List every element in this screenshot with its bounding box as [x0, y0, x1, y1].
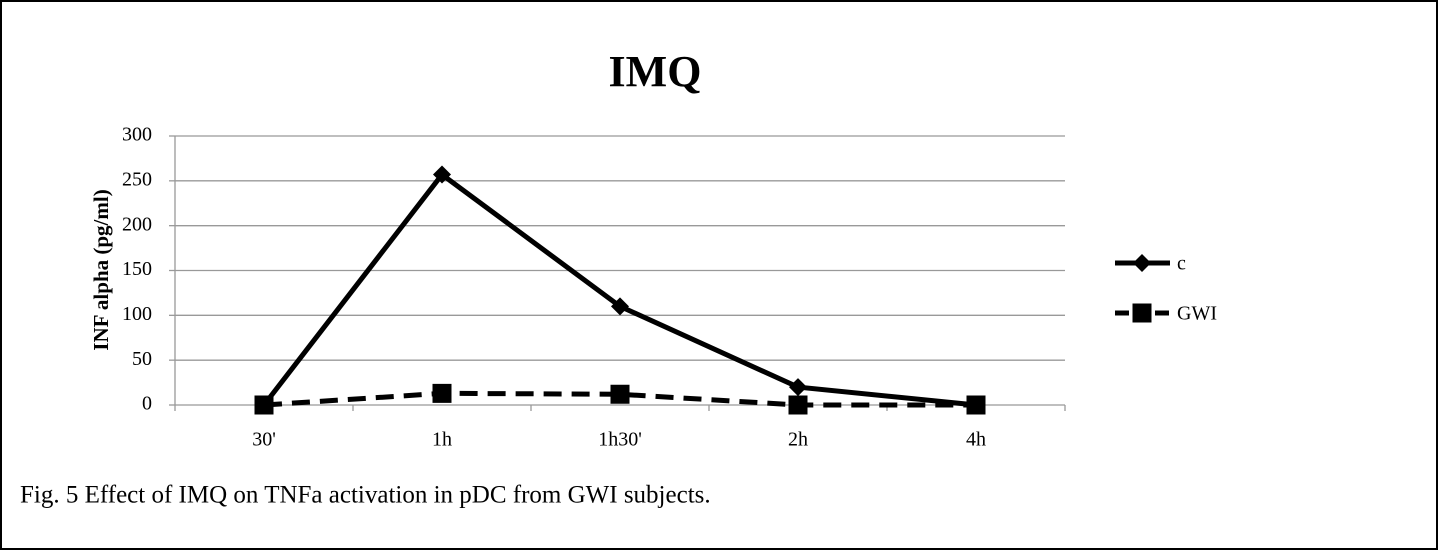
y-tick-label: 50: [132, 348, 152, 370]
y-tick-label: 150: [122, 258, 152, 280]
marker: [254, 395, 274, 415]
marker: [432, 383, 452, 403]
y-tick-label: 200: [122, 213, 152, 235]
caption: Fig. 5 Effect of IMQ on TNFa activation …: [20, 482, 711, 509]
marker: [788, 395, 808, 415]
x-tick-label: 1h: [432, 429, 452, 451]
marker-shape: [1132, 303, 1152, 323]
chart-title: IMQ: [609, 47, 702, 96]
x-tick-label: 1h30': [598, 429, 642, 451]
marker: [433, 165, 451, 184]
y-axis-label: INF alpha (pg/ml): [89, 189, 113, 350]
marker-shape: [254, 395, 274, 415]
y-tick-label: 250: [122, 168, 152, 190]
marker: [789, 378, 807, 397]
y-tick-label: 100: [122, 303, 152, 325]
series-line: [263, 390, 976, 408]
legend-label: GWI: [1177, 303, 1217, 325]
marker-shape: [788, 395, 808, 415]
x-tick-label: 2h: [788, 429, 808, 451]
x-tick-label: 4h: [966, 429, 986, 451]
x-tick-label: 30': [252, 429, 276, 451]
legend-label: c: [1177, 253, 1186, 275]
y-tick-label: 0: [142, 393, 152, 415]
marker-shape: [432, 383, 452, 403]
marker-shape: [610, 384, 630, 404]
marker: [610, 384, 630, 404]
marker: [1132, 303, 1152, 323]
y-tick-label: 300: [122, 124, 152, 146]
marker-shape: [966, 395, 986, 415]
marker: [966, 395, 986, 415]
marker: [1133, 254, 1151, 272]
marker: [611, 297, 629, 316]
